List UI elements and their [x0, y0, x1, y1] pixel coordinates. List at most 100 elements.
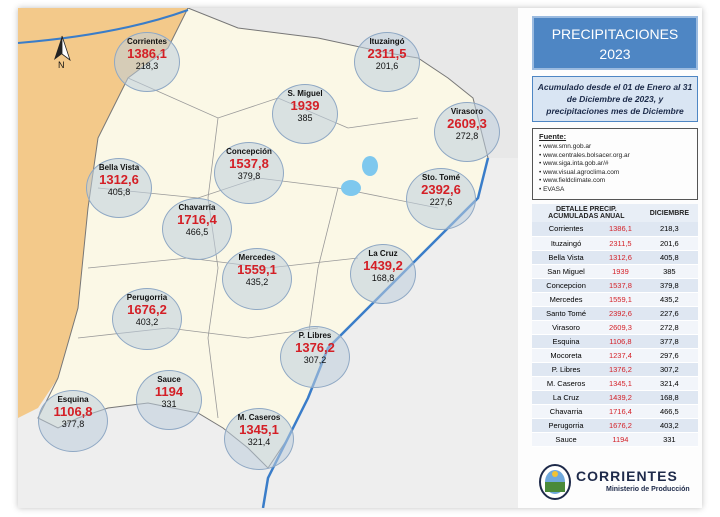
lagoon-ibera-north: [362, 156, 378, 176]
cell-december: 377,8: [640, 334, 698, 349]
table-row: San Miguel 1939 385: [532, 264, 698, 279]
cell-annual: 1716,4: [600, 404, 641, 419]
bubble-december: 385: [297, 113, 313, 123]
sources-list: www.smn.gob.ar www.centrales.bolsacer.or…: [539, 143, 691, 194]
bubble-annual: 2392,6: [421, 182, 461, 197]
bubble-december: 379,8: [237, 171, 261, 181]
cell-location: Chavarria: [532, 404, 601, 419]
bubble-annual: 2311,5: [367, 46, 407, 61]
bubble-name: S. Miguel: [287, 89, 323, 98]
source-item: www.fieldclimate.com: [539, 177, 691, 186]
cell-december: 435,2: [640, 292, 698, 307]
table-header-annual: DETALLE PRECIP. ACUMULADAS ANUAL: [532, 204, 641, 222]
bubble-december: 218,3: [135, 61, 159, 71]
cell-december: 321,4: [640, 376, 698, 391]
table-row: Santo Tomé 2392,6 227,6: [532, 306, 698, 321]
lagoon-ibera-south: [341, 180, 361, 196]
cell-december: 403,2: [640, 418, 698, 433]
cell-location: Mercedes: [532, 292, 601, 307]
cell-december: 218,3: [640, 222, 698, 237]
table-row: Ituzaingó 2311,5 201,6: [532, 236, 698, 251]
bubble-december: 403,2: [135, 317, 159, 327]
cell-annual: 1345,1: [600, 376, 641, 391]
bubble-concepcion: Concepción 1537,8 379,8: [214, 142, 284, 204]
bubble-annual: 1939: [290, 98, 320, 113]
bubble-sauce: Sauce 1194 331: [136, 370, 202, 430]
bubble-name: P. Libres: [298, 331, 332, 340]
bubble-december: 307,2: [303, 355, 327, 365]
cell-annual: 1237,4: [600, 348, 641, 363]
coat-of-arms-icon: [539, 464, 571, 500]
bubble-december: 201,6: [375, 61, 399, 71]
sources-box: Fuente: www.smn.gob.ar www.centrales.bol…: [532, 128, 698, 200]
cell-annual: 1194: [600, 432, 641, 447]
bubble-santo-tome: Sto. Tomé 2392,6 227,6: [406, 168, 476, 230]
cell-location: P. Libres: [532, 362, 601, 377]
bubble-december: 272,8: [455, 131, 479, 141]
bubble-name: M. Caseros: [237, 413, 281, 422]
table-row: P. Libres 1376,2 307,2: [532, 362, 698, 377]
bubble-december: 377,8: [61, 419, 85, 429]
cell-annual: 2311,5: [600, 236, 641, 251]
bubble-ituzaingo: Ituzaingó 2311,5 201,6: [354, 32, 420, 92]
cell-december: 466,5: [640, 404, 698, 419]
cell-location: Concepcion: [532, 278, 601, 293]
bubble-annual: 1537,8: [229, 156, 269, 171]
title-line-2: 2023: [599, 46, 631, 62]
neighbor-province-west: [18, 8, 188, 418]
table-row: La Cruz 1439,2 168,8: [532, 390, 698, 405]
cell-december: 272,8: [640, 320, 698, 335]
cell-december: 331: [640, 432, 698, 447]
cell-location: Ituzaingó: [532, 236, 601, 251]
cell-annual: 1376,2: [600, 362, 641, 377]
bubble-name: Perugorria: [126, 293, 168, 302]
cell-location: Mocoreta: [532, 348, 601, 363]
cell-annual: 1106,8: [600, 334, 641, 349]
bubble-name: Virasoro: [450, 107, 484, 116]
bubble-annual: 1194: [154, 384, 184, 399]
source-item: www.centrales.bolsacer.org.ar: [539, 152, 691, 161]
title-box: PRECIPITACIONES 2023: [532, 16, 698, 70]
bubble-annual: 1106,8: [53, 404, 93, 419]
table-row: Perugorria 1676,2 403,2: [532, 418, 698, 433]
bubble-san-miguel: S. Miguel 1939 385: [272, 84, 338, 144]
cell-december: 201,6: [640, 236, 698, 251]
bubble-mercedes: Mercedes 1559,1 435,2: [222, 248, 292, 310]
header-annual: ACUMULADAS ANUAL: [548, 213, 625, 220]
cell-annual: 1312,6: [600, 250, 641, 265]
compass-label: N: [58, 60, 65, 70]
bubble-annual: 1676,2: [127, 302, 167, 317]
bubble-annual: 2609,3: [447, 116, 487, 131]
cell-december: 307,2: [640, 362, 698, 377]
cell-location: Corrientes: [532, 222, 601, 237]
cell-location: Virasoro: [532, 320, 601, 335]
bubble-december: 227,6: [429, 197, 453, 207]
bubble-name: Mercedes: [238, 253, 276, 262]
river-parana: [18, 9, 189, 44]
bubble-december: 405,8: [107, 187, 131, 197]
table-row: M. Caseros 1345,1 321,4: [532, 376, 698, 391]
bubble-december: 466,5: [185, 227, 209, 237]
bubble-name: Concepción: [226, 147, 272, 156]
cell-location: Sauce: [532, 432, 601, 447]
cell-location: La Cruz: [532, 390, 601, 405]
table-row: Virasoro 2609,3 272,8: [532, 320, 698, 335]
bubble-bella-vista: Bella Vista 1312,6 405,8: [86, 158, 152, 218]
table-row: Mocoreta 1237,4 297,6: [532, 348, 698, 363]
cell-december: 227,6: [640, 306, 698, 321]
bubble-december: 435,2: [245, 277, 269, 287]
precipitation-table: DETALLE PRECIP. ACUMULADAS ANUAL DICIEMB…: [532, 204, 698, 447]
bubble-annual: 1376,2: [295, 340, 335, 355]
cell-annual: 1559,1: [600, 292, 641, 307]
cell-annual: 1386,1: [600, 222, 641, 237]
bubble-name: Esquina: [57, 395, 89, 404]
bubble-december: 321,4: [247, 437, 271, 447]
bubble-name: Bella Vista: [98, 163, 140, 172]
cell-annual: 2609,3: [600, 320, 641, 335]
cell-location: Bella Vista: [532, 250, 601, 265]
title-line-1: PRECIPITACIONES: [551, 26, 679, 42]
table-row: Esquina 1106,8 377,8: [532, 334, 698, 349]
cell-annual: 2392,6: [600, 306, 641, 321]
cell-december: 168,8: [640, 390, 698, 405]
bubble-name: Sauce: [157, 375, 181, 384]
